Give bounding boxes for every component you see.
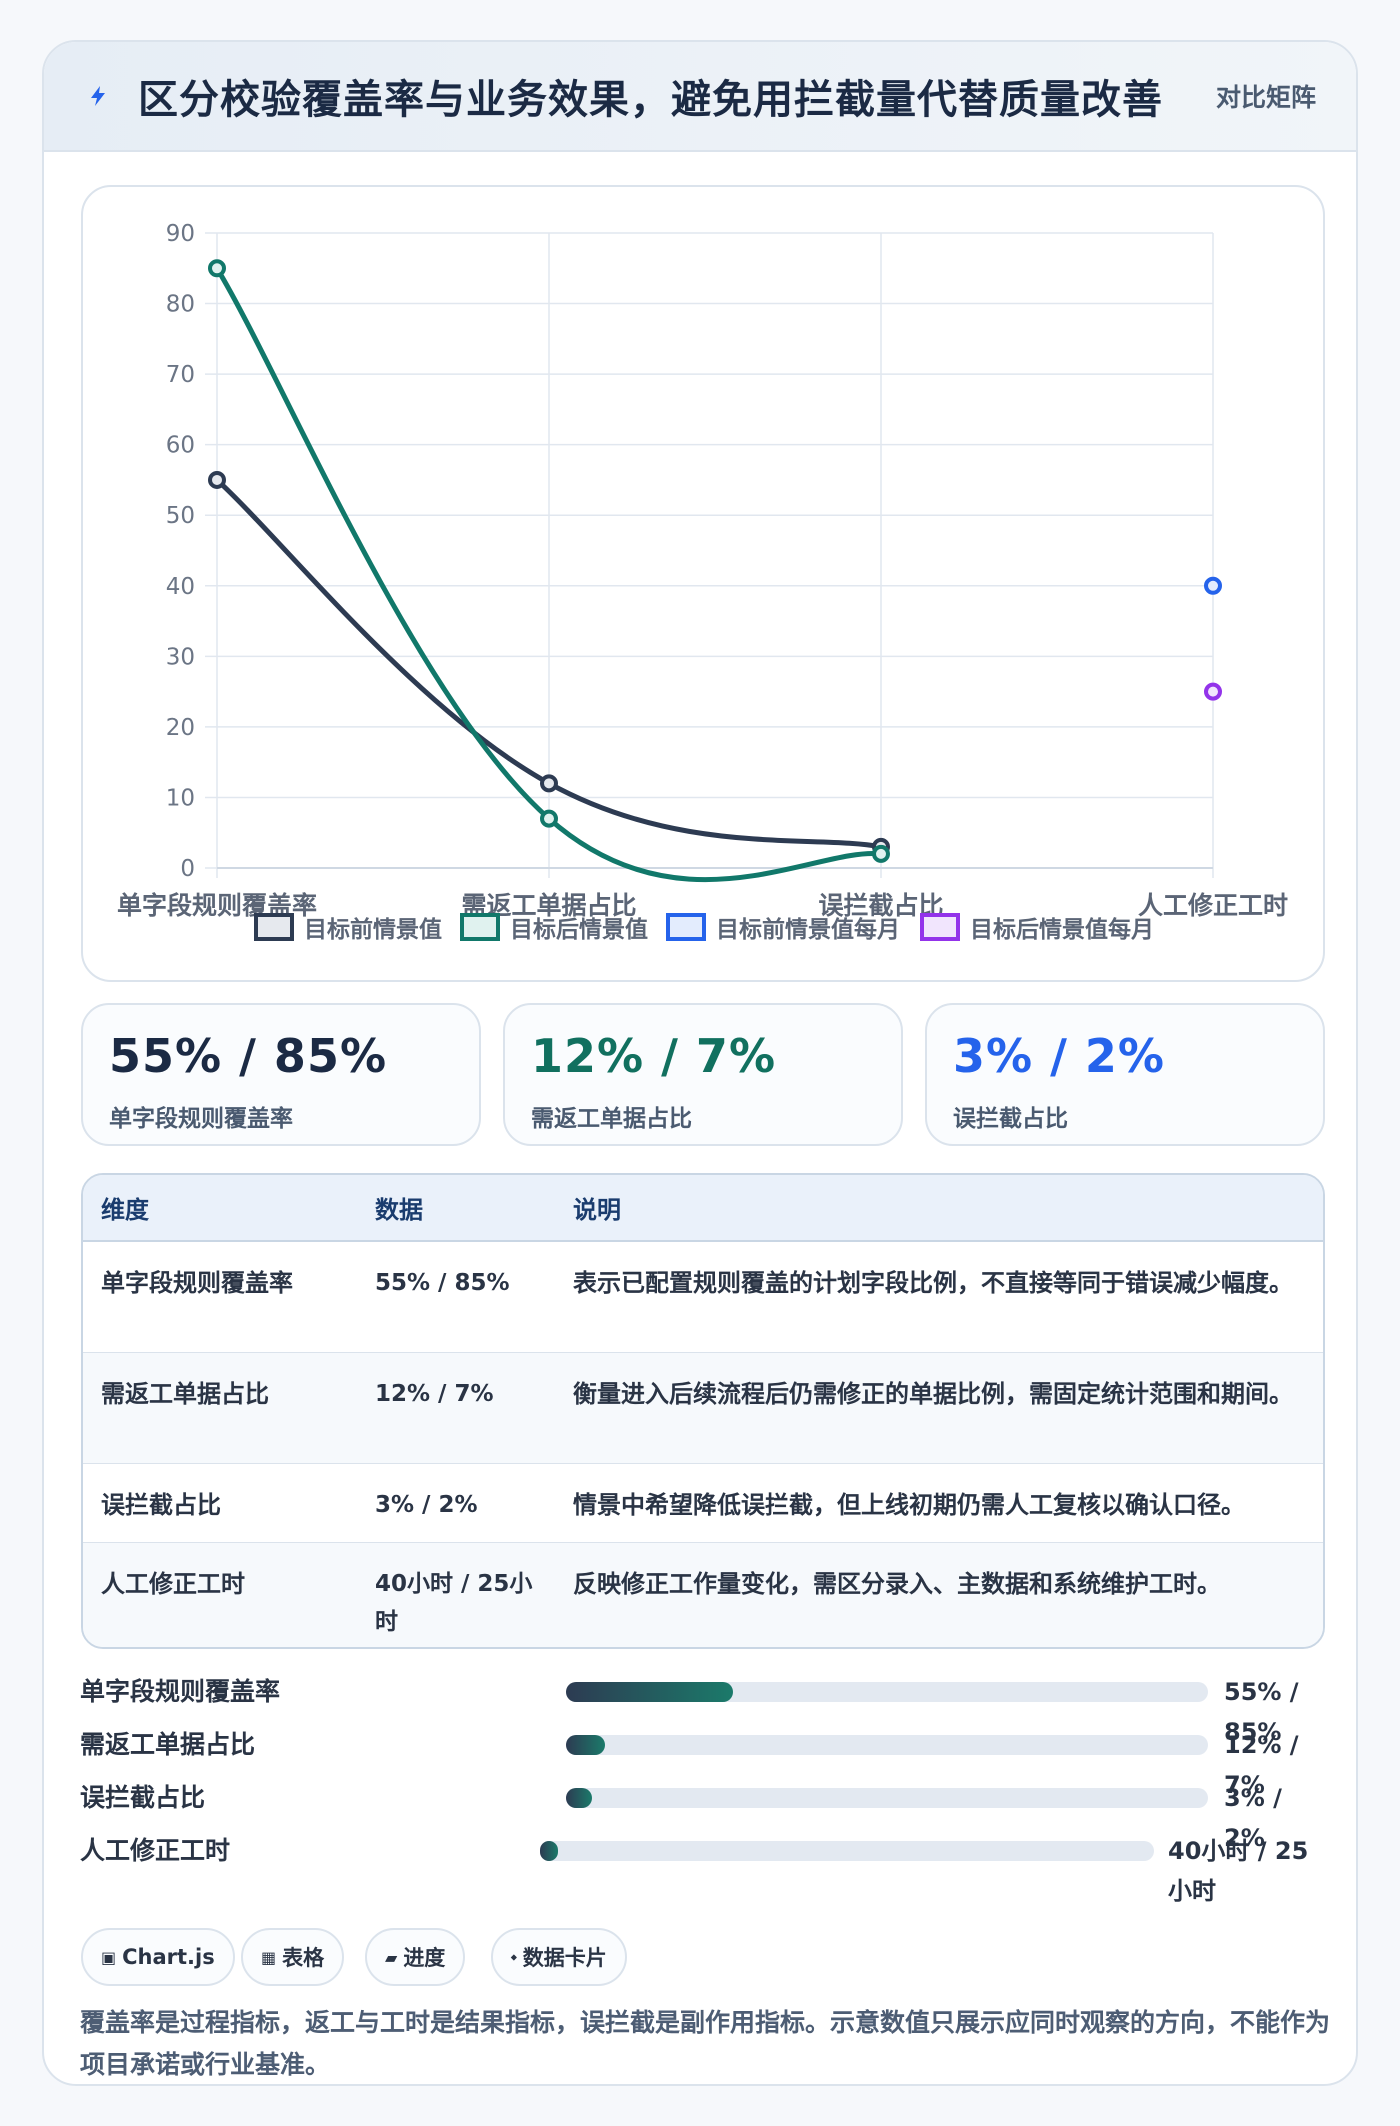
kpi-card-false-block: 3% / 2% 误拦截占比 — [925, 1003, 1325, 1146]
data-point — [1204, 576, 1222, 595]
table-row: 需返工单据占比 12% / 7% 衡量进入后续流程后仍需修正的单据比例，需固定统… — [83, 1352, 1323, 1464]
data-point — [540, 809, 558, 828]
table-cell: 55% / 85% — [357, 1241, 555, 1353]
progress-row: 需返工单据占比 12% / 7% — [80, 1725, 1330, 1799]
progress-row: 人工修正工时 40小时 / 25小时 — [80, 1831, 1330, 1905]
data-point — [208, 470, 226, 489]
chip-data-cards[interactable]: ⬩ 数据卡片 — [491, 1928, 627, 1986]
progress-row: 误拦截占比 3% / 2% — [80, 1778, 1330, 1852]
diamond-icon: ⬩ — [511, 1947, 517, 1966]
kpi-label: 单字段规则覆盖率 — [109, 1106, 293, 1132]
bolt-icon — [84, 82, 112, 110]
x-tick-label: 人工修正工时 — [1138, 891, 1288, 920]
legend-label: 目标后情景值每月 — [970, 916, 1154, 943]
progress-icon: ▰ — [385, 1947, 398, 1967]
progress-value: 40小时 / 25小时 — [1168, 1837, 1309, 1905]
kpi-label: 需返工单据占比 — [531, 1106, 692, 1132]
series-line — [214, 477, 884, 850]
table-cell: 40小时 / 25小时 — [357, 1542, 555, 1647]
progress-label: 单字段规则覆盖率 — [80, 1677, 281, 1706]
chip-label: 表格 — [282, 1946, 325, 1970]
legend-swatch — [460, 913, 500, 941]
data-point — [872, 844, 890, 863]
legend-label: 目标前情景值每月 — [716, 916, 900, 943]
table-cell: 人工修正工时 — [83, 1542, 357, 1647]
chip-label: 进度 — [403, 1946, 446, 1970]
table-row: 单字段规则覆盖率 55% / 85% 表示已配置规则覆盖的计划字段比例，不直接等… — [83, 1241, 1323, 1353]
table-cell: 3% / 2% — [357, 1463, 555, 1543]
kpi-label: 误拦截占比 — [953, 1106, 1068, 1132]
kpi-value: 12% / 7% — [531, 1029, 777, 1083]
progress-value: 12% / 7% — [1224, 1731, 1299, 1799]
page-title: 区分校验覆盖率与业务效果，避免用拦截量代替质量改善 — [138, 77, 1163, 123]
legend-label: 目标后情景值 — [510, 916, 648, 943]
footnote: 覆盖率是过程指标，返工与工时是结果指标，误拦截是副作用指标。示意数值只展示应同时… — [80, 2008, 1331, 2079]
progress-label: 人工修正工时 — [80, 1836, 231, 1865]
chip-progress[interactable]: ▰ 进度 — [365, 1928, 466, 1986]
y-tick-label: 20 — [166, 715, 195, 741]
chip-label: 数据卡片 — [522, 1946, 607, 1970]
data-point — [208, 259, 226, 278]
table-row: 误拦截占比 3% / 2% 情景中希望降低误拦截，但上线初期仍需人工复核以确认口… — [83, 1463, 1323, 1543]
progress-track — [566, 1682, 1208, 1702]
legend-label: 目标前情景值 — [304, 916, 442, 943]
progress-label: 误拦截占比 — [80, 1783, 206, 1812]
progress-fill — [566, 1788, 592, 1808]
y-tick-label: 80 — [166, 292, 195, 318]
card-header: 区分校验覆盖率与业务效果，避免用拦截量代替质量改善 对比矩阵 — [44, 42, 1356, 152]
progress-row: 单字段规则覆盖率 55% / 85% — [80, 1672, 1330, 1746]
progress-fill — [566, 1735, 605, 1755]
kpi-card-rework: 12% / 7% 需返工单据占比 — [503, 1003, 903, 1146]
legend-swatch — [920, 913, 960, 941]
table-cell: 反映修正工作量变化，需区分录入、主数据和系统维护工时。 — [555, 1542, 1323, 1647]
y-tick-label: 70 — [166, 362, 195, 388]
progress-fill — [566, 1682, 733, 1702]
table-cell: 单字段规则覆盖率 — [83, 1241, 357, 1353]
table-cell: 衡量进入后续流程后仍需修正的单据比例，需固定统计范围和期间。 — [555, 1352, 1323, 1464]
report-card: 区分校验覆盖率与业务效果，避免用拦截量代替质量改善 对比矩阵 0 10 20 30 40… — [42, 40, 1358, 2086]
column-header: 维度 — [83, 1175, 357, 1242]
y-tick-label: 50 — [166, 503, 195, 529]
table-cell: 需返工单据占比 — [83, 1352, 357, 1464]
progress-value: 3% / 2% — [1224, 1784, 1282, 1852]
series-line — [214, 265, 884, 882]
chip-chartjs[interactable]: ▣ Chart.js — [81, 1928, 235, 1986]
y-tick-label: 60 — [166, 433, 195, 459]
progress-track — [540, 1841, 1154, 1861]
chip-label: Chart.js — [122, 1945, 215, 1969]
y-tick-label: 10 — [166, 785, 195, 811]
legend-swatch — [666, 913, 706, 941]
y-tick-label: 30 — [166, 644, 195, 670]
legend-swatch — [254, 913, 294, 941]
table-header-row: 维度 数据 说明 — [83, 1175, 1323, 1242]
y-tick-label: 90 — [166, 221, 195, 247]
column-header: 说明 — [555, 1175, 1323, 1242]
table-cell: 误拦截占比 — [83, 1463, 357, 1543]
kpi-value: 3% / 2% — [953, 1029, 1166, 1083]
table-row: 人工修正工时 40小时 / 25小时 反映修正工作量变化，需区分录入、主数据和系… — [83, 1542, 1323, 1647]
comparison-table: 维度 数据 说明 单字段规则覆盖率 55% / 85% 表示已配置规则覆盖的计划… — [81, 1173, 1325, 1649]
data-point — [540, 774, 558, 793]
chart-canvas: 0102030405060708090单字段规则覆盖率 需返工单据占比 误拦截占比人… — [117, 221, 1288, 943]
chip-table[interactable]: ▦ 表格 — [241, 1928, 345, 1986]
column-header: 数据 — [357, 1175, 555, 1242]
kpi-card-coverage: 55% / 85% 单字段规则覆盖率 — [81, 1003, 481, 1146]
y-tick-label: 0 — [180, 856, 195, 882]
progress-track — [566, 1788, 1208, 1808]
table-cell: 情景中希望降低误拦截，但上线初期仍需人工复核以确认口径。 — [555, 1463, 1323, 1543]
view-badge[interactable]: 对比矩阵 — [1215, 83, 1316, 112]
line-chart: 0 10 20 30 40 50 60 70 80 90 单字段规则覆盖率 需返工单据占比 误拦截占比人… — [81, 185, 1325, 982]
progress-track — [566, 1735, 1208, 1755]
table-icon: ▦ — [261, 1947, 277, 1967]
progress-fill — [540, 1841, 559, 1861]
chart-icon: ▣ — [101, 1947, 117, 1967]
data-point — [1204, 682, 1222, 701]
progress-value: 55% / 85% — [1224, 1678, 1299, 1746]
table-cell: 12% / 7% — [357, 1352, 555, 1464]
kpi-value: 55% / 85% — [109, 1029, 388, 1083]
y-tick-label: 40 — [166, 574, 195, 600]
table-cell: 表示已配置规则覆盖的计划字段比例，不直接等同于错误减少幅度。 — [555, 1241, 1323, 1353]
progress-label: 需返工单据占比 — [80, 1730, 256, 1759]
